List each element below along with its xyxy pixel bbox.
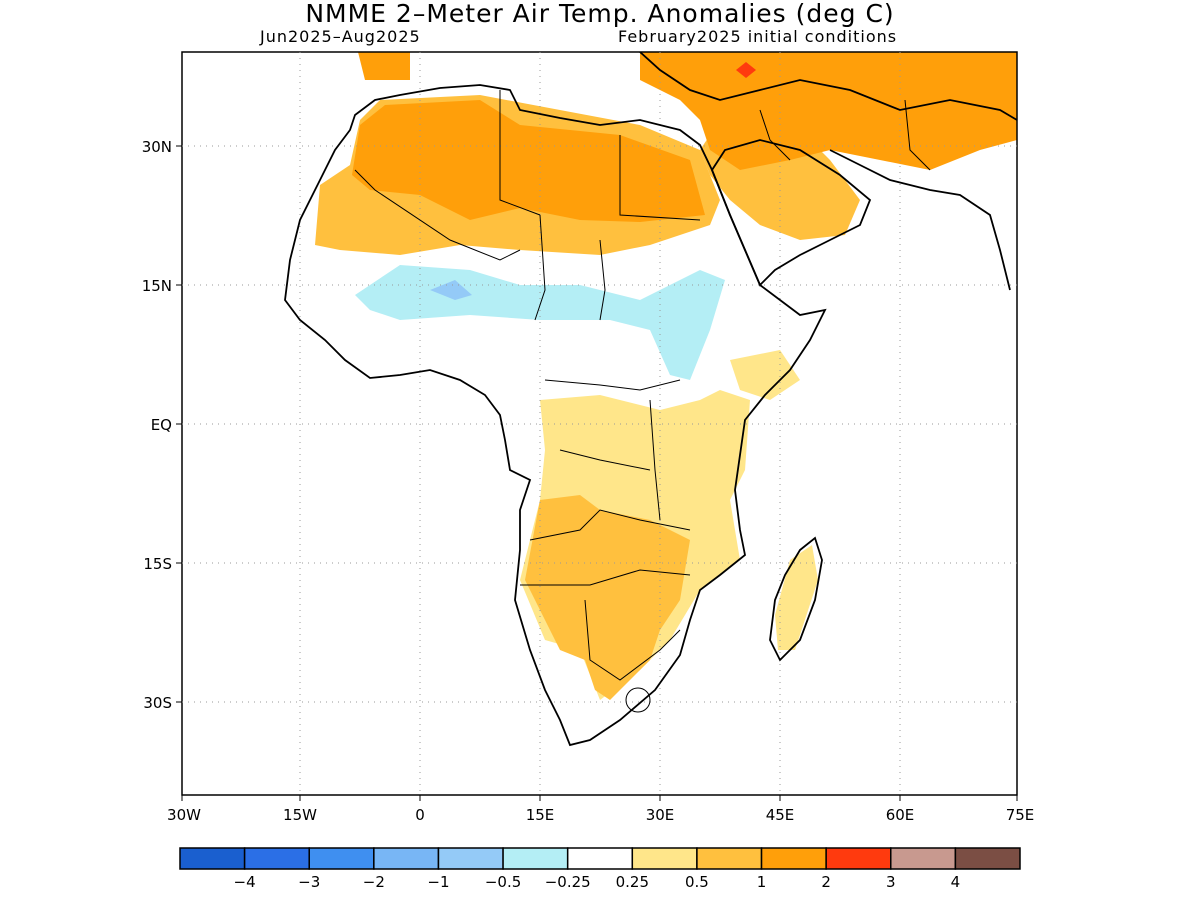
- colorbar-swatch: [825, 847, 892, 870]
- persian-gulf-coastline: [829, 149, 1011, 291]
- colorbar: [179, 847, 1021, 870]
- lat-label: 30N: [142, 138, 172, 156]
- warm-region-madagascar: [775, 545, 818, 650]
- latitude-labels: 30N 15N EQ 15S 30S: [142, 138, 172, 712]
- lon-label: 0: [415, 806, 425, 824]
- longitude-labels: 30W 15W 0 15E 30E 45E 60E 75E: [167, 806, 1034, 824]
- anomaly-shading: [315, 52, 1017, 700]
- colorbar-swatch: [373, 847, 440, 870]
- colorbar-label: −3: [298, 873, 320, 891]
- colorbar-label: 4: [951, 873, 961, 891]
- colorbar-label: 0.5: [685, 873, 709, 891]
- country-borders: [354, 90, 931, 713]
- axis-ticks: [176, 145, 1018, 801]
- cool-core: [430, 280, 472, 300]
- lat-label: 15S: [143, 555, 172, 573]
- colorbar-label: −1: [427, 873, 449, 891]
- lon-label: 60E: [886, 806, 915, 824]
- lon-label: 15W: [283, 806, 317, 824]
- map-title: NMME 2–Meter Air Temp. Anomalies (deg C): [305, 0, 895, 28]
- colorbar-swatch: [437, 847, 504, 870]
- colorbar-label: −2: [363, 873, 385, 891]
- strong-warm-region-southern-africa: [525, 495, 690, 700]
- colorbar-swatch: [243, 847, 310, 870]
- forecast-period: Jun2025–Aug2025: [260, 27, 421, 46]
- warm-region-horn: [730, 350, 800, 400]
- lat-label: EQ: [151, 416, 172, 434]
- colorbar-swatch: [890, 847, 957, 870]
- colorbar-label: 2: [821, 873, 831, 891]
- madagascar-coastline: [769, 536, 823, 662]
- colorbar-label: −0.5: [485, 873, 521, 891]
- lon-label: 75E: [1006, 806, 1035, 824]
- initial-conditions-label: February2025 initial conditions: [618, 27, 898, 46]
- colorbar-label: 1: [757, 873, 767, 891]
- strong-warm-region-north: [358, 52, 410, 80]
- colorbar-label: 0.25: [616, 873, 649, 891]
- colorbar-labels: −4 −3 −2 −1 −0.5 −0.25 0.25 0.5 1 2 3 4: [234, 873, 961, 891]
- colorbar-swatch: [179, 847, 246, 870]
- colorbar-swatch: [954, 847, 1021, 870]
- hot-spot: [736, 62, 756, 78]
- lat-label: 30S: [143, 694, 172, 712]
- colorbar-swatch: [760, 847, 827, 870]
- coastlines: [284, 52, 1017, 747]
- lon-label: 45E: [766, 806, 795, 824]
- colorbar-swatch: [308, 847, 375, 870]
- lon-label: 15E: [526, 806, 555, 824]
- colorbar-swatch: [696, 847, 763, 870]
- africa-coastline: [284, 84, 827, 747]
- arabia-coastline: [710, 139, 872, 287]
- colorbar-swatch: [566, 847, 634, 870]
- colorbar-swatch: [502, 847, 569, 870]
- colorbar-label: 3: [886, 873, 896, 891]
- colorbar-swatch: [631, 847, 698, 870]
- lat-label: 15N: [142, 277, 172, 295]
- colorbar-label: −4: [234, 873, 256, 891]
- lon-label: 30E: [646, 806, 675, 824]
- strong-warm-region-middle-east: [640, 52, 1017, 170]
- eurasia-coastline: [639, 52, 1017, 121]
- strong-warm-region-sahara: [352, 100, 705, 222]
- colorbar-label: −0.25: [545, 873, 591, 891]
- lon-label: 30W: [167, 806, 201, 824]
